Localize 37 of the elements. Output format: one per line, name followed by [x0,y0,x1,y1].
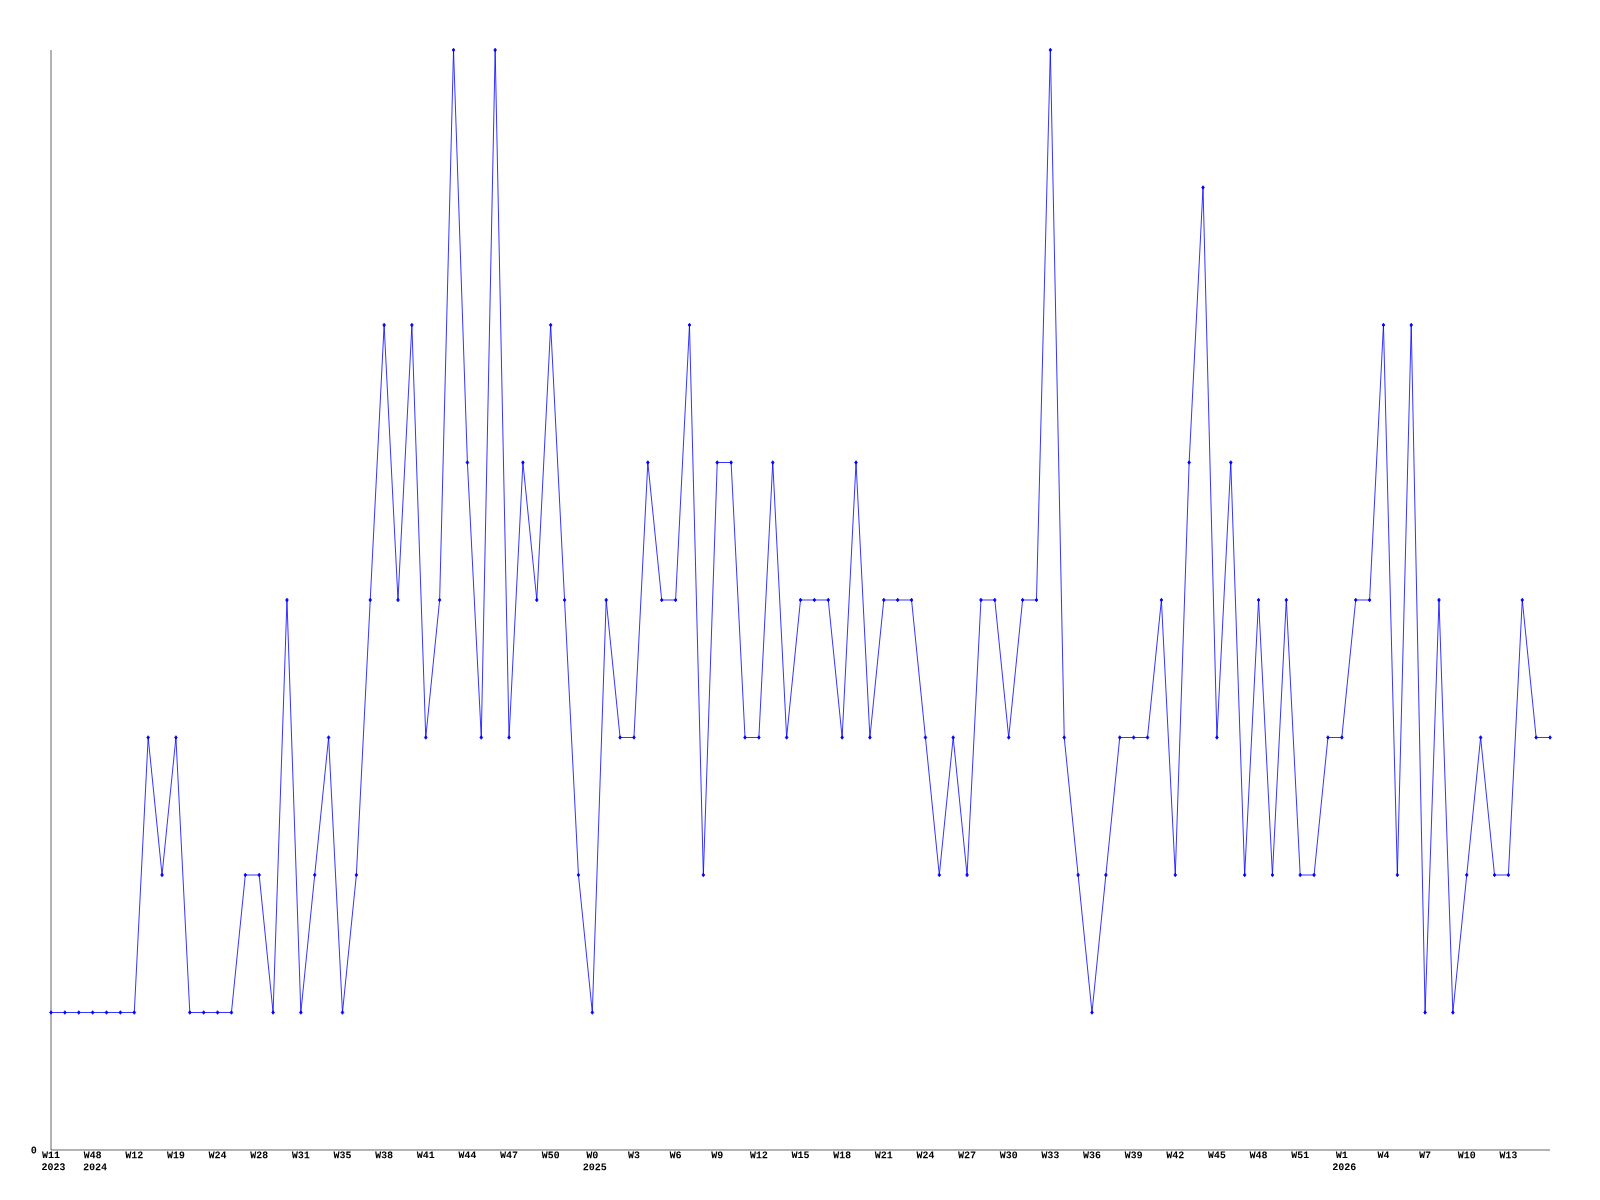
x-tick-label: W18 [833,1151,851,1159]
x-tick-label: W38 [375,1151,393,1159]
x-tick-label: W24 [916,1151,935,1159]
x-tick-label: W30 [999,1151,1018,1159]
x-tick-label: W0 2025 [583,1151,607,1171]
x-tick-label: W4 [1377,1151,1390,1159]
x-tick-label: W33 [1041,1151,1059,1159]
x-tick-label: W45 [1207,1151,1226,1159]
x-tick-label: W13 [1499,1151,1517,1159]
x-tick-label: W50 [541,1151,560,1159]
x-tick-label: W11 2023 [42,1151,65,1171]
x-tick-label: W48 2024 [83,1151,107,1171]
x-tick-label: W31 [291,1151,310,1159]
text: 0 [31,1146,37,1154]
x-tick-label: W47 [500,1151,518,1159]
x-tick-label: W21 [874,1151,893,1159]
x-tick-label: W42 [1166,1151,1184,1159]
x-tick-label: W15 [791,1151,809,1159]
x-tick-label: W24 [208,1151,227,1159]
x-tick-label: W44 [458,1151,477,1159]
x-tick-label: W28 [250,1151,268,1159]
x-tick-label: W9 [711,1151,723,1159]
x-tick-label: W48 [1249,1151,1267,1159]
x-tick-label: W6 [669,1151,682,1159]
x-tick-label: W10 [1457,1151,1476,1159]
x-tick-label: W19 [166,1151,185,1159]
x-tick-label: W12 [749,1151,768,1159]
x-tick-label: W41 [416,1151,435,1159]
x-tick-label: W27 [958,1151,976,1159]
x-tick-label: W51 [1291,1151,1309,1159]
x-tick-label: W12 [125,1151,143,1159]
x-tick-label: W1 2026 [1332,1151,1356,1171]
x-tick-label: W3 [627,1151,640,1159]
x-tick-label: W35 [333,1151,351,1159]
x-tick-label: W7 [1419,1151,1431,1159]
x-tick-label: W39 [1124,1151,1143,1159]
x-tick-label: W36 [1083,1151,1101,1159]
